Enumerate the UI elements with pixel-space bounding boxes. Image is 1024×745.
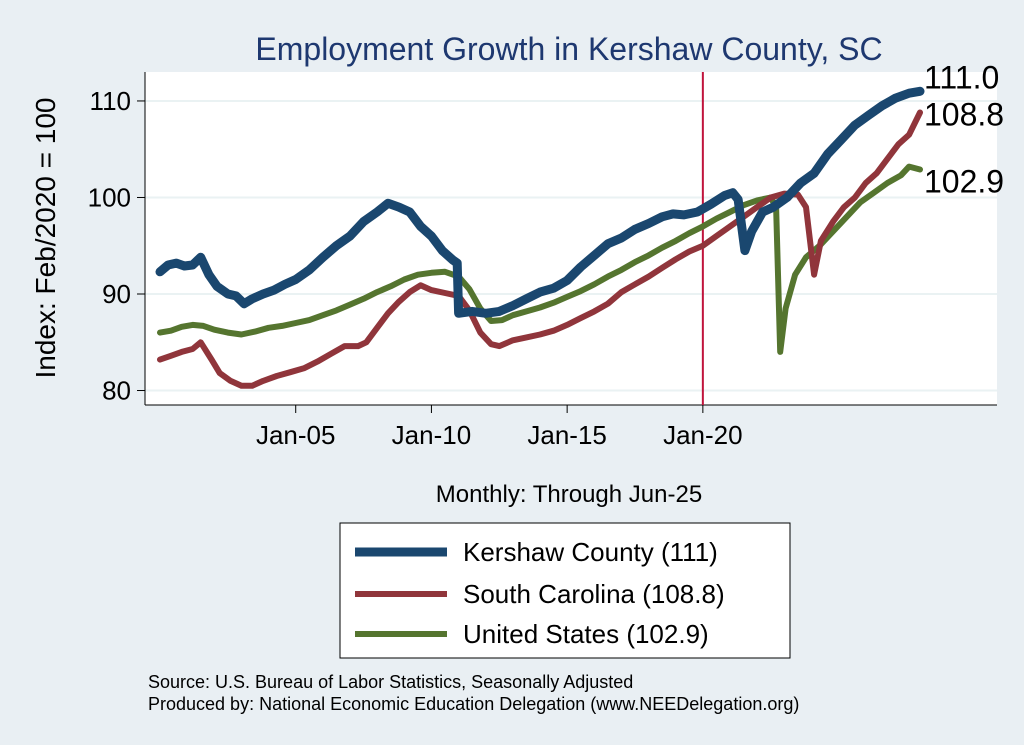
legend-label-united-states: United States (102.9) (463, 619, 709, 649)
series-lines (155, 86, 925, 389)
x-axis-ticks: Jan-05 Jan-10 Jan-15 Jan-20 (256, 405, 743, 450)
legend-label-south-carolina: South Carolina (108.8) (463, 579, 725, 609)
series-line-south-carolina (157, 109, 923, 389)
legend: Kershaw County (111) South Carolina (108… (339, 522, 791, 659)
x-tick-label: Jan-05 (256, 420, 336, 450)
y-axis-ticks: 80 90 100 110 (88, 86, 145, 406)
produced-by-note: Produced by: National Economic Education… (148, 694, 799, 714)
y-tick-label: 90 (102, 279, 131, 309)
end-label-kershaw: 111.0 (924, 59, 999, 95)
y-tick-label: 100 (88, 182, 131, 212)
y-tick-label: 110 (90, 86, 131, 116)
series-line-kershaw-county (155, 86, 925, 318)
source-note: Source: U.S. Bureau of Labor Statistics,… (148, 672, 633, 692)
chart-title: Employment Growth in Kershaw County, SC (255, 31, 882, 67)
plot-area (145, 72, 997, 405)
x-tick-label: Jan-20 (663, 420, 743, 450)
y-tick-label: 80 (102, 376, 131, 406)
y-axis-title: Index: Feb/2020 = 100 (30, 98, 61, 379)
x-tick-label: Jan-10 (392, 420, 472, 450)
series-line-united-states (157, 163, 923, 355)
end-label-united-states: 102.9 (924, 163, 1004, 199)
end-label-south-carolina: 108.8 (924, 97, 1004, 133)
legend-label-kershaw: Kershaw County (111) (463, 537, 718, 567)
x-axis-title: Monthly: Through Jun-25 (436, 481, 702, 508)
x-tick-label: Jan-15 (527, 420, 607, 450)
gridlines (145, 99, 997, 392)
